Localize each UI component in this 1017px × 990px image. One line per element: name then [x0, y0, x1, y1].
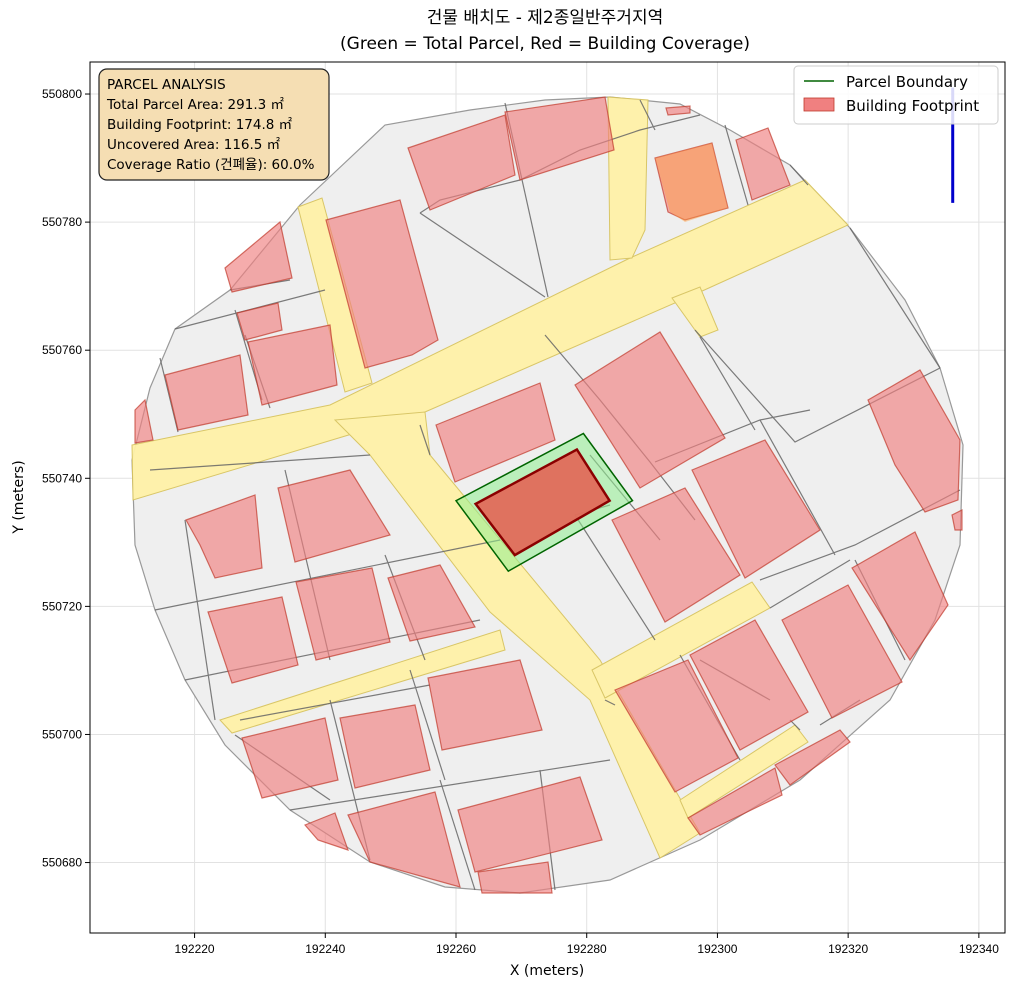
context-building	[477, 861, 553, 894]
y-axis-ticks: 550680 550700 550720 550740 550760 550780 5508…	[42, 87, 90, 870]
context-building	[951, 509, 963, 531]
context-building	[691, 439, 821, 579]
road-main-ne	[131, 179, 849, 501]
context-building	[303, 812, 349, 851]
legend: Parcel Boundary Building Footprint	[793, 65, 999, 125]
info-coverage: Coverage Ratio (건폐율): 60.0%	[107, 157, 315, 173]
x-tick-label: 192280	[567, 942, 607, 956]
context-building	[207, 596, 299, 684]
axes-frame	[89, 61, 1006, 934]
context-building	[654, 142, 729, 221]
chart-title-line2: (Green = Total Parcel, Red = Building Co…	[340, 34, 750, 54]
target-building-footprint	[473, 447, 612, 557]
context-building	[781, 584, 903, 719]
y-axis-label: Y (meters)	[11, 460, 27, 534]
y-tick-label: 550740	[42, 471, 82, 485]
x-tick-label: 192300	[697, 942, 737, 956]
context-building	[574, 331, 726, 489]
x-tick-label: 192260	[436, 942, 476, 956]
info-total-area: Total Parcel Area: 291.3 ㎡	[106, 97, 284, 113]
context-building	[247, 324, 338, 406]
context-building	[611, 487, 741, 623]
road-network	[131, 96, 849, 859]
context-building	[457, 776, 603, 873]
info-footprint: Building Footprint: 174.8 ㎡	[107, 117, 293, 133]
x-tick-label: 192220	[175, 942, 215, 956]
context-building	[504, 96, 615, 181]
road-north-3	[671, 286, 719, 338]
y-tick-label: 550720	[42, 599, 82, 613]
context-building	[427, 659, 543, 751]
y-tick-label: 550680	[42, 856, 82, 870]
context-building	[325, 199, 439, 369]
parcel-analysis-box: PARCEL ANALYSIS Total Parcel Area: 291.3…	[98, 68, 330, 181]
context-building	[339, 704, 431, 789]
road-west-low	[219, 629, 506, 734]
context-building	[224, 220, 293, 293]
context-building	[407, 114, 516, 211]
y-tick-label: 550800	[42, 87, 82, 101]
context-building	[774, 729, 851, 786]
y-tick-label: 550700	[42, 727, 82, 741]
x-axis-ticks: 192220 192240 192260 192280 192300 192320 1923…	[175, 933, 999, 956]
context-building	[689, 619, 809, 751]
road-east-low	[679, 724, 809, 819]
context-building	[164, 354, 249, 431]
map-layer	[131, 87, 964, 894]
context-building	[236, 302, 283, 341]
context-building	[347, 791, 461, 888]
context-building	[241, 717, 339, 799]
chart-title-line1: 건물 배치도 - 제2종일반주거지역	[427, 8, 663, 28]
context-building	[387, 564, 476, 642]
road-north-2	[607, 96, 649, 261]
context-building	[614, 659, 739, 793]
legend-parcel-label: Parcel Boundary	[846, 73, 968, 91]
context-building	[185, 494, 263, 579]
context-buildings	[134, 96, 963, 894]
context-building	[867, 369, 961, 513]
road-diagonal-se	[333, 411, 701, 859]
context-building	[851, 531, 949, 662]
x-tick-label: 192340	[959, 942, 999, 956]
context-building	[435, 382, 556, 483]
context-building	[134, 398, 154, 444]
y-tick-label: 550760	[42, 343, 82, 357]
info-heading: PARCEL ANALYSIS	[107, 77, 226, 93]
context-building	[665, 105, 691, 116]
context-building	[735, 127, 791, 201]
legend-building-swatch	[803, 97, 835, 112]
x-axis-label: X (meters)	[510, 963, 584, 979]
legend-building-label: Building Footprint	[846, 97, 979, 115]
highlighted-lot	[655, 143, 728, 222]
x-tick-label: 192320	[828, 942, 868, 956]
context-building	[277, 469, 391, 563]
info-uncovered: Uncovered Area: 116.5 ㎡	[107, 137, 281, 153]
x-tick-label: 192240	[305, 942, 345, 956]
context-building	[295, 567, 391, 661]
context-building	[687, 767, 783, 836]
y-tick-label: 550780	[42, 215, 82, 229]
